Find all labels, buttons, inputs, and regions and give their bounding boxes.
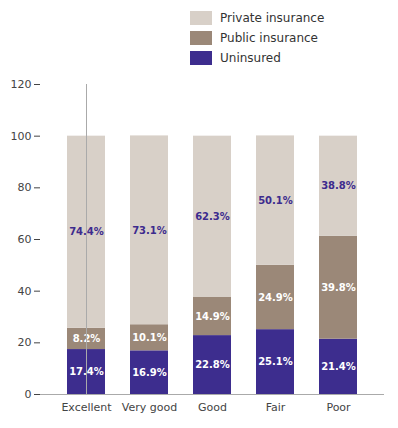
svg-text:80: 80 <box>18 181 32 194</box>
svg-text:17.4%: 17.4% <box>69 366 104 378</box>
svg-text:38.8%: 38.8% <box>321 180 356 191</box>
svg-text:74.4%: 74.4% <box>69 226 104 238</box>
svg-text:Fair: Fair <box>266 401 286 414</box>
svg-text:14.9%: 14.9% <box>195 311 230 322</box>
svg-text:Poor: Poor <box>326 401 351 414</box>
svg-text:0: 0 <box>25 388 32 401</box>
html-text:Uninsured: Uninsured <box>220 51 281 65</box>
svg-text:60: 60 <box>18 233 32 246</box>
svg-text:Excellent: Excellent <box>61 401 112 414</box>
svg-text:20: 20 <box>18 336 32 349</box>
svg-text:16.9%: 16.9% <box>132 367 167 378</box>
html-text:Private insurance: Private insurance <box>220 11 325 25</box>
svg-text:21.4%: 21.4% <box>321 361 356 372</box>
svg-text:62.3%: 62.3% <box>195 211 230 222</box>
svg-text:40: 40 <box>18 285 32 298</box>
svg-text:Good: Good <box>198 401 227 414</box>
svg-text:22.8%: 22.8% <box>195 359 230 370</box>
svg-text:25.1%: 25.1% <box>258 356 293 367</box>
svg-text:39.8%: 39.8% <box>321 282 356 293</box>
html-text:Public insurance: Public insurance <box>220 31 318 45</box>
svg-text:120: 120 <box>11 78 32 91</box>
svg-text:73.1%: 73.1% <box>132 225 167 236</box>
svg-text:50.1%: 50.1% <box>258 195 293 206</box>
svg-text:Very good: Very good <box>122 401 177 414</box>
svg-text:8.2%: 8.2% <box>72 333 101 345</box>
svg-text:24.9%: 24.9% <box>258 292 293 303</box>
svg-text:100: 100 <box>11 130 32 143</box>
svg-text:10.1%: 10.1% <box>132 332 167 343</box>
